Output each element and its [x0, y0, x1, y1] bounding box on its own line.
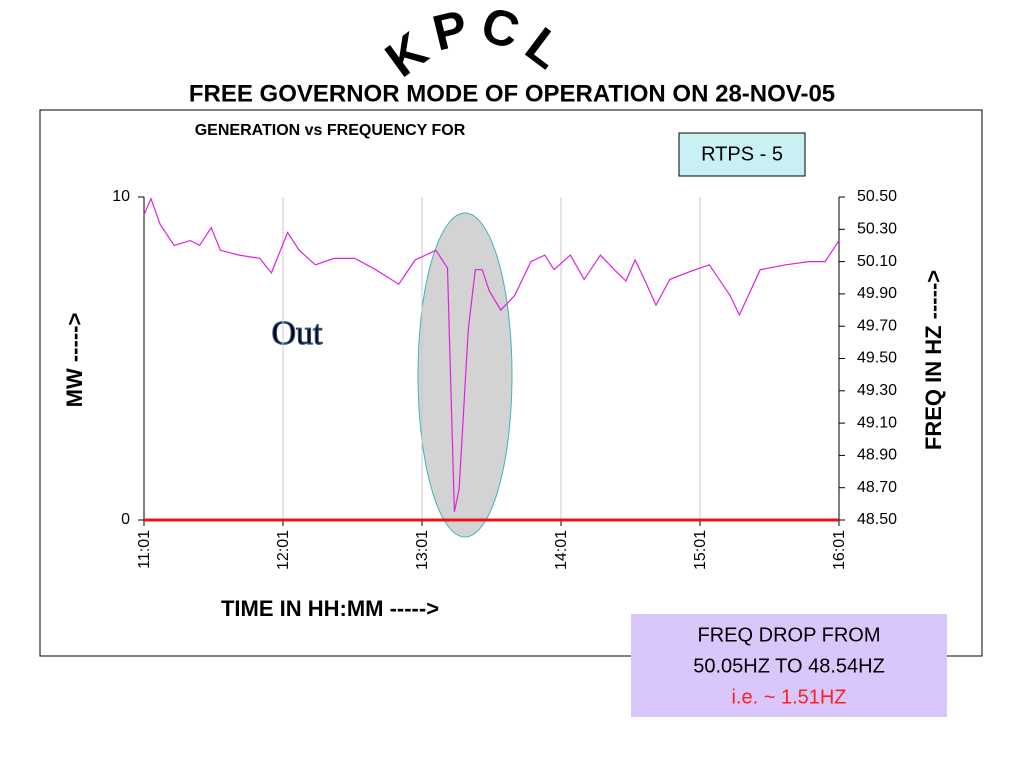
banner: KPCL: [375, 0, 584, 88]
y2-tick-label: 49.50: [857, 350, 897, 367]
chart-subtitle: GENERATION vs FREQUENCY FOR: [195, 122, 466, 139]
y2-tick-label: 49.70: [857, 317, 897, 334]
y2-tick-label: 49.10: [857, 414, 897, 431]
y2-axis-label: FREQ IN HZ ----->: [921, 270, 946, 450]
x-tick-label: 12:01: [275, 530, 292, 570]
y-axis-label: MW ----->: [62, 313, 87, 408]
x-tick-label: 16:01: [831, 530, 848, 570]
y-tick-label: 10: [112, 188, 130, 205]
y2-tick-label: 49.90: [857, 285, 897, 302]
banner-text: KPCL: [375, 0, 570, 88]
x-tick-label: 11:01: [136, 530, 153, 569]
note-box: [631, 614, 947, 717]
out-annotation: Out: [272, 315, 324, 352]
y2-tick-label: 48.50: [857, 511, 897, 528]
x-tick-label: 14:01: [553, 530, 570, 570]
note-line: 50.05HZ TO 48.54HZ: [693, 655, 885, 677]
note-line: FREQ DROP FROM: [698, 624, 881, 646]
x-tick-label: 13:01: [414, 530, 431, 570]
x-tick-label: 15:01: [692, 530, 709, 570]
series-line: [143, 196, 840, 513]
y2-tick-label: 49.30: [857, 382, 897, 399]
y2-tick-label: 50.30: [857, 221, 897, 238]
unit-box: [678, 132, 806, 177]
y2-tick-label: 50.10: [857, 253, 897, 270]
y2-tick-label: 48.70: [857, 479, 897, 496]
y2-tick-label: 50.50: [857, 188, 897, 205]
y2-tick-label: 48.90: [857, 447, 897, 464]
unit-label: RTPS - 5: [701, 143, 783, 165]
y-tick-label: 0: [121, 511, 130, 528]
highlight-ellipse: [417, 212, 513, 538]
x-axis-label: TIME IN HH:MM ----->: [221, 596, 439, 621]
chart-title: FREE GOVERNOR MODE OF OPERATION ON 28-NO…: [189, 80, 835, 107]
note-line: i.e. ~ 1.51HZ: [731, 686, 846, 708]
